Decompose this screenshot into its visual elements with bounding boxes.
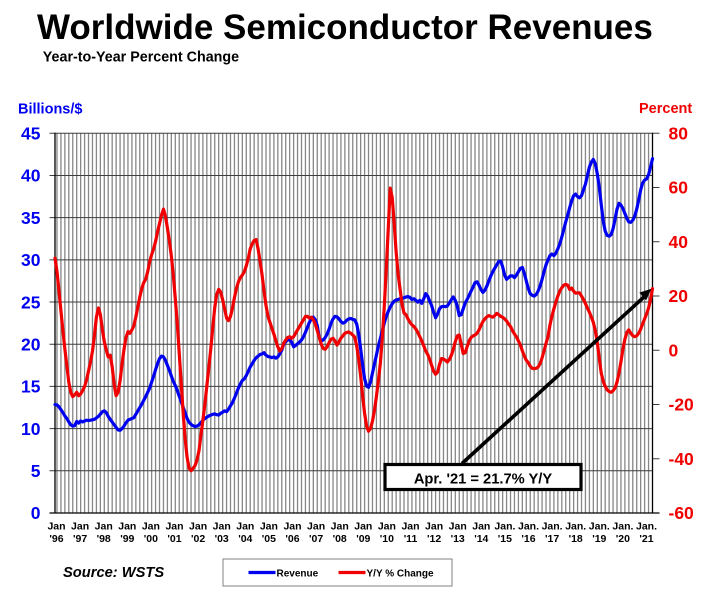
svg-text:20: 20 (669, 286, 689, 306)
svg-text:Jan: Jan (95, 520, 113, 532)
svg-text:80: 80 (669, 124, 689, 144)
svg-text:Apr. '21 = 21.7% Y/Y: Apr. '21 = 21.7% Y/Y (414, 472, 553, 488)
svg-text:60: 60 (669, 178, 689, 198)
svg-text:'05: '05 (262, 533, 276, 545)
svg-text:30: 30 (21, 250, 41, 270)
svg-text:'99: '99 (120, 533, 134, 545)
svg-text:45: 45 (21, 124, 41, 144)
svg-text:-40: -40 (669, 449, 695, 469)
svg-text:Jan: Jan (71, 520, 89, 532)
svg-text:'10: '10 (380, 533, 394, 545)
svg-text:0: 0 (31, 503, 41, 523)
svg-text:-60: -60 (669, 503, 695, 523)
svg-text:'11: '11 (404, 533, 418, 545)
svg-text:Jan.: Jan. (518, 520, 539, 532)
svg-text:'14: '14 (474, 533, 488, 545)
svg-text:Jan: Jan (307, 520, 325, 532)
svg-text:Percent: Percent (639, 101, 692, 117)
svg-text:Jan.: Jan. (589, 520, 610, 532)
svg-text:'08: '08 (333, 533, 347, 545)
svg-text:Year-to-Year Percent Change: Year-to-Year Percent Change (43, 50, 239, 66)
svg-text:Jan: Jan (283, 520, 301, 532)
svg-text:35: 35 (21, 208, 41, 228)
svg-text:'16: '16 (521, 533, 535, 545)
svg-text:Source: WSTS: Source: WSTS (63, 565, 164, 581)
svg-text:Jan.: Jan. (494, 520, 515, 532)
svg-text:Jan: Jan (472, 520, 490, 532)
svg-text:Worldwide Semiconductor Revenu: Worldwide Semiconductor Revenues (37, 8, 653, 47)
svg-text:Jan: Jan (378, 520, 396, 532)
svg-text:40: 40 (21, 166, 41, 186)
svg-text:'18: '18 (569, 533, 583, 545)
svg-text:'21: '21 (639, 533, 653, 545)
svg-text:Jan: Jan (425, 520, 443, 532)
svg-text:'19: '19 (592, 533, 606, 545)
svg-text:15: 15 (21, 377, 41, 397)
svg-text:Jan: Jan (47, 520, 65, 532)
svg-text:'98: '98 (97, 533, 111, 545)
svg-text:Jan.: Jan. (636, 520, 657, 532)
svg-text:'96: '96 (49, 533, 63, 545)
svg-text:Revenue: Revenue (277, 569, 319, 580)
svg-text:'07: '07 (309, 533, 323, 545)
svg-text:Jan.: Jan. (565, 520, 586, 532)
svg-text:10: 10 (21, 419, 41, 439)
svg-text:40: 40 (669, 232, 689, 252)
svg-text:'12: '12 (427, 533, 441, 545)
svg-text:'02: '02 (191, 533, 205, 545)
svg-text:Jan: Jan (118, 520, 136, 532)
svg-text:'03: '03 (215, 533, 229, 545)
svg-text:'13: '13 (451, 533, 465, 545)
svg-text:'15: '15 (498, 533, 512, 545)
svg-text:Jan.: Jan. (542, 520, 563, 532)
svg-text:'06: '06 (285, 533, 299, 545)
svg-text:Jan.: Jan. (612, 520, 633, 532)
svg-text:'04: '04 (238, 533, 252, 545)
svg-text:'09: '09 (356, 533, 370, 545)
svg-text:Billions/$: Billions/$ (18, 102, 82, 118)
svg-text:20: 20 (21, 334, 41, 354)
svg-text:Jan: Jan (401, 520, 419, 532)
svg-text:Jan: Jan (354, 520, 372, 532)
svg-text:0: 0 (669, 341, 679, 361)
svg-text:Jan: Jan (142, 520, 160, 532)
svg-text:'01: '01 (167, 533, 181, 545)
svg-text:-20: -20 (669, 395, 695, 415)
svg-text:Jan: Jan (213, 520, 231, 532)
svg-text:'97: '97 (73, 533, 87, 545)
svg-text:Y/Y % Change: Y/Y % Change (367, 569, 434, 580)
svg-text:Jan: Jan (189, 520, 207, 532)
svg-text:'00: '00 (144, 533, 158, 545)
svg-text:Jan: Jan (236, 520, 254, 532)
svg-text:Jan: Jan (331, 520, 349, 532)
svg-text:25: 25 (21, 292, 41, 312)
svg-text:Jan: Jan (165, 520, 183, 532)
svg-text:'17: '17 (545, 533, 559, 545)
svg-text:'20: '20 (616, 533, 630, 545)
svg-text:Jan: Jan (449, 520, 467, 532)
svg-text:5: 5 (31, 461, 41, 481)
svg-text:Jan: Jan (260, 520, 278, 532)
